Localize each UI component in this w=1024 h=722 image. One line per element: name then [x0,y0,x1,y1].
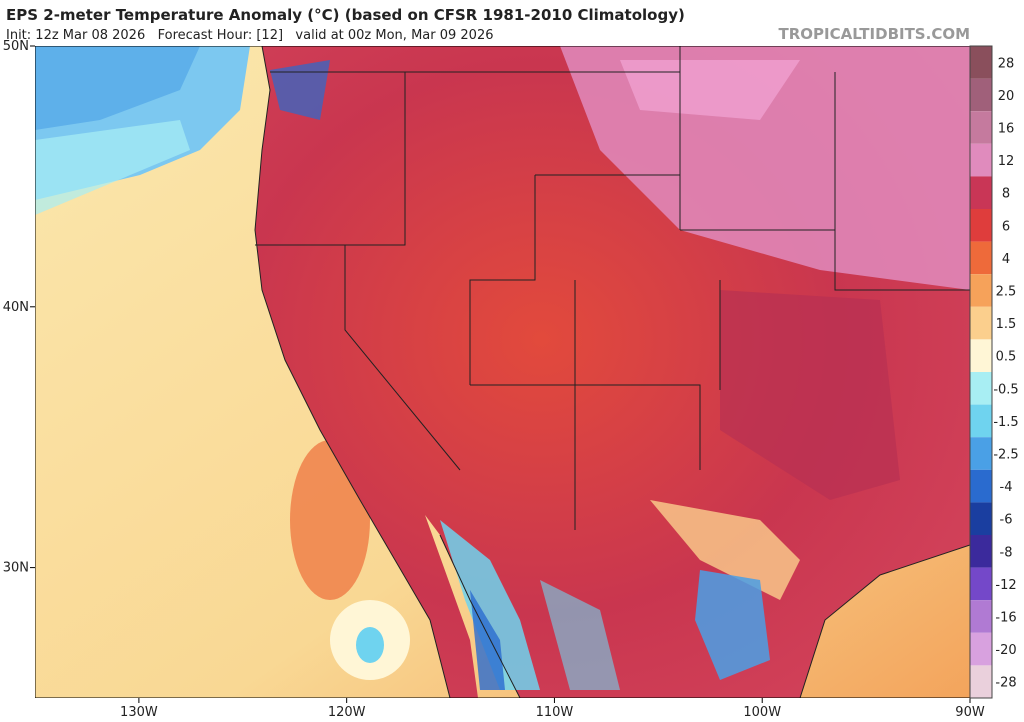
x-tick-label: 90W [955,705,985,718]
colorbar-label: -16 [995,611,1016,626]
colorbar-swatch [970,241,992,275]
y-tick-label: 30N [3,561,29,576]
colorbar-swatch [970,535,992,568]
colorbar-swatch [970,274,992,307]
colorbar-label: -6 [1000,513,1013,528]
colorbar-label: 16 [998,122,1015,137]
colorbar-swatch [970,665,992,698]
colorbar-label: 28 [998,56,1015,71]
colorbar-swatch [970,502,992,535]
colorbar-label: 1.5 [996,317,1017,332]
colorbar-swatch [970,111,992,144]
map [35,46,970,698]
colorbar-label: -0.5 [993,382,1018,397]
colorbar-label: -8 [1000,545,1013,560]
colorbar-swatch [970,78,992,112]
colorbar-swatch [970,372,992,405]
colorbar-swatch [970,176,992,209]
colorbar-swatch [970,209,992,242]
colorbar-label: 6 [1002,219,1010,234]
colorbar-swatch [970,339,992,372]
watermark: TROPICALTIDBITS.COM [779,25,971,43]
colorbar-swatch [970,437,992,470]
colorbar-label: 4 [1002,252,1010,267]
colorbar-label: 12 [998,154,1015,169]
colorbar-swatch [970,306,992,340]
x-tick-label: 120W [328,705,366,718]
y-tick-label: 50N [3,39,29,54]
y-tick-label: 40N [3,300,29,315]
colorbar-label: -4 [1000,480,1013,495]
subtitle: Init: 12z Mar 08 2026 Forecast Hour: [12… [6,28,493,43]
colorbar-swatch [970,600,992,633]
colorbar-label: -28 [995,676,1016,691]
colorbar-label: 20 [998,89,1015,104]
title: EPS 2-meter Temperature Anomaly (°C) (ba… [6,6,685,24]
colorbar-swatch [970,46,992,79]
colorbar-swatch [970,143,992,177]
colorbar-frame [969,45,993,699]
x-tick-label: 130W [120,705,158,718]
colorbar-label: -20 [995,643,1016,658]
x-tick-label: 100W [743,705,781,718]
colorbar-label: 2.5 [996,285,1017,300]
colorbar-label: -1.5 [993,415,1018,430]
colorbar-label: 0.5 [996,350,1017,365]
colorbar-swatch [970,567,992,601]
colorbar-label: -2.5 [993,448,1018,463]
colorbar-label: 8 [1002,187,1010,202]
colorbar-swatch [970,404,992,438]
x-tick-label: 110W [536,705,574,718]
colorbar-label: -12 [995,578,1016,593]
colorbar-swatch [970,632,992,666]
colorbar-swatch [970,469,992,503]
